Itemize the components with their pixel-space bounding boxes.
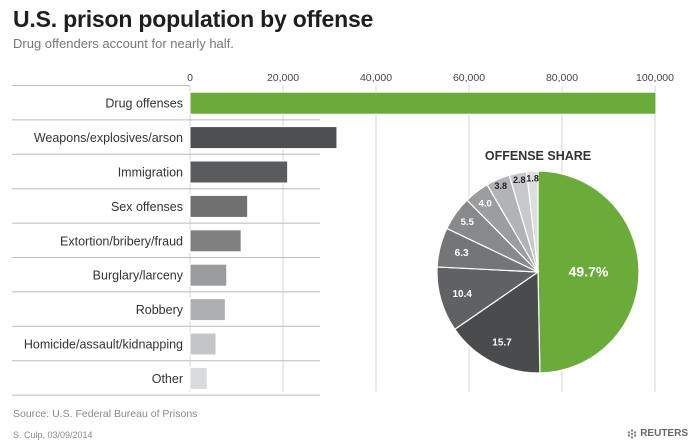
category-label: Immigration	[118, 166, 183, 180]
category-label: Other	[152, 372, 183, 386]
bar	[189, 91, 657, 115]
x-tick-label: 60,000	[453, 72, 485, 84]
pie-slice	[525, 170, 539, 273]
category-label: Sex offenses	[111, 200, 183, 214]
pie-label: 1.8	[526, 173, 539, 183]
pie-slice	[537, 170, 640, 374]
x-tick-label: 80,000	[546, 72, 578, 84]
chart-title: U.S. prison population by offense	[13, 6, 374, 32]
bar	[189, 160, 289, 184]
chart-subtitle: Drug offenders account for nearly half.	[13, 36, 234, 51]
category-label: Extortion/bribery/fraud	[60, 234, 183, 248]
pie-label: 10.4	[452, 289, 472, 300]
x-tick-label: 20,000	[267, 72, 299, 84]
pie-title: OFFENSE SHARE	[485, 149, 591, 163]
source-note: Source: U.S. Federal Bureau of Prisons	[13, 408, 198, 420]
pie-label: 3.8	[494, 181, 507, 191]
x-tick-label: 40,000	[360, 72, 392, 84]
pie-label: 5.5	[461, 217, 475, 228]
reuters-logo: REUTERS	[627, 428, 688, 439]
pie-label: 49.7%	[569, 263, 609, 279]
category-label: Drug offenses	[105, 97, 183, 111]
category-label: Robbery	[136, 303, 184, 317]
bar	[189, 194, 249, 218]
reuters-dots-icon	[628, 428, 637, 439]
bar	[189, 298, 226, 322]
pie-label: 6.3	[455, 248, 469, 259]
x-tick-label: 100,000	[636, 72, 674, 84]
bar	[189, 229, 242, 253]
bar	[189, 332, 217, 356]
pie-slice	[453, 270, 541, 374]
x-tick-label: 0	[187, 72, 193, 84]
credit-note: S. Culp, 03/09/2014	[13, 430, 93, 440]
bar	[189, 126, 338, 150]
pie-label: 2.8	[513, 175, 526, 185]
bar	[189, 366, 208, 390]
logo-text: REUTERS	[640, 428, 688, 439]
category-label: Weapons/explosives/arson	[34, 131, 183, 145]
pie-label: 15.7	[492, 338, 512, 349]
category-label: Burglary/larceny	[93, 269, 184, 283]
pie-label: 4.0	[479, 198, 492, 209]
category-label: Homicide/assault/kidnapping	[24, 338, 183, 352]
bar	[189, 263, 228, 287]
